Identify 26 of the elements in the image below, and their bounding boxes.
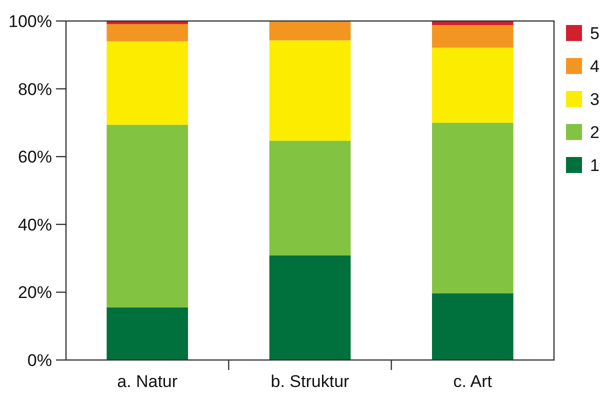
y-tick-label: 100% [8, 12, 52, 31]
y-tick-label: 60% [18, 148, 52, 167]
bar [269, 40, 351, 141]
y-tick-label: 20% [18, 283, 52, 302]
x-tick-label: c. Art [453, 372, 492, 391]
bar [106, 307, 188, 360]
legend-label: 2 [590, 122, 600, 142]
bar [432, 25, 514, 48]
y-tick-label: 80% [18, 80, 52, 99]
x-tick-label: b. Struktur [270, 372, 350, 391]
bar [432, 48, 514, 123]
bar [106, 24, 188, 42]
y-tick-label: 0% [27, 350, 52, 370]
legend-label: 5 [590, 24, 600, 43]
bar [269, 140, 351, 256]
legend-label: 1 [590, 156, 600, 175]
x-tick-label: a. Natur [117, 372, 178, 391]
y-tick-label: 40% [18, 215, 52, 234]
bar [432, 293, 514, 360]
legend-label: 3 [590, 90, 600, 109]
legend-label: 4 [590, 56, 600, 76]
bar [269, 21, 351, 40]
bar [269, 255, 351, 360]
bar [106, 124, 188, 308]
bar [432, 122, 514, 294]
bar [106, 41, 188, 125]
